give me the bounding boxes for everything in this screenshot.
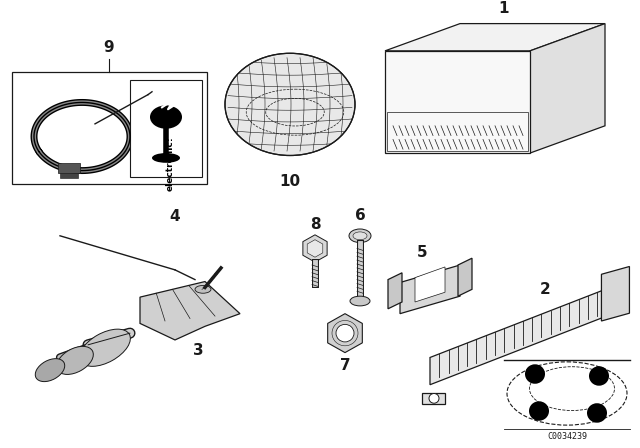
Text: 5: 5 [417, 245, 428, 260]
Polygon shape [388, 273, 402, 309]
Text: 3: 3 [193, 343, 204, 358]
Polygon shape [530, 24, 605, 153]
Circle shape [525, 364, 545, 384]
Ellipse shape [225, 53, 355, 155]
Polygon shape [458, 258, 472, 296]
Circle shape [336, 324, 354, 342]
Polygon shape [602, 267, 630, 321]
Bar [12, 72, 207, 184]
Text: 8: 8 [310, 217, 320, 232]
Ellipse shape [353, 232, 367, 240]
Text: 2: 2 [540, 282, 550, 297]
Ellipse shape [350, 296, 370, 306]
Circle shape [589, 366, 609, 386]
Text: 10: 10 [280, 174, 301, 190]
Ellipse shape [349, 229, 371, 243]
Ellipse shape [57, 346, 93, 375]
Ellipse shape [150, 105, 182, 129]
Polygon shape [140, 281, 240, 340]
Polygon shape [400, 265, 460, 314]
Ellipse shape [195, 285, 211, 293]
Text: 9: 9 [104, 40, 115, 55]
Bar [60, 172, 78, 178]
Polygon shape [385, 51, 530, 153]
Circle shape [529, 401, 549, 421]
Ellipse shape [35, 359, 65, 382]
Circle shape [429, 393, 439, 403]
Text: 6: 6 [355, 208, 365, 223]
Text: C0034239: C0034239 [547, 432, 587, 441]
Text: electronic!: electronic! [166, 137, 175, 191]
Ellipse shape [152, 153, 180, 163]
Circle shape [587, 403, 607, 423]
Text: 1: 1 [499, 1, 509, 16]
Bar [130, 80, 202, 177]
Polygon shape [430, 289, 607, 385]
Ellipse shape [79, 329, 131, 366]
Text: 4: 4 [170, 209, 180, 224]
Text: 7: 7 [340, 358, 350, 374]
Polygon shape [385, 24, 605, 51]
Polygon shape [607, 281, 625, 316]
Bar [58, 163, 80, 172]
Ellipse shape [507, 362, 627, 425]
Polygon shape [422, 392, 445, 404]
Polygon shape [415, 267, 445, 302]
